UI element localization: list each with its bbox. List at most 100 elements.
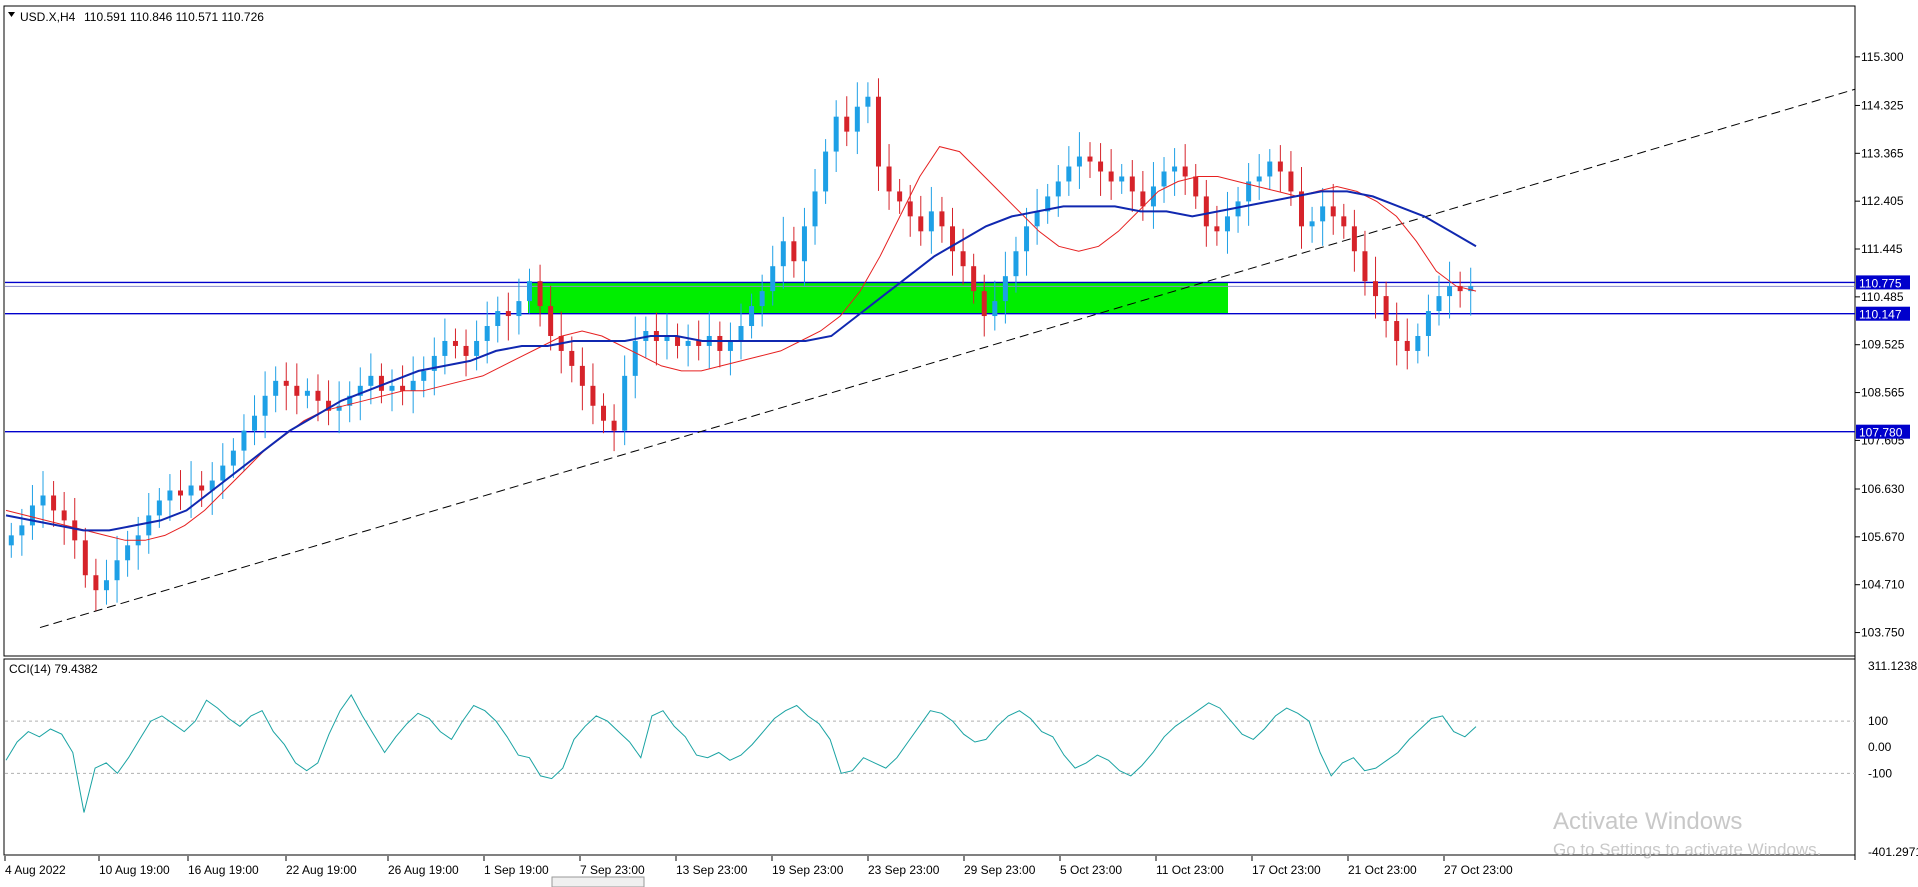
y-tick-label: 103.750: [1861, 626, 1905, 640]
candle: [569, 336, 575, 383]
x-tick-label: 19 Sep 23:00: [772, 863, 844, 877]
candle: [125, 530, 131, 577]
y-tick-label: 115.300: [1861, 50, 1904, 64]
level-price-tag: [1856, 424, 1910, 439]
candle: [1447, 261, 1453, 319]
candle: [548, 285, 554, 351]
candle: [1193, 164, 1199, 209]
candle: [928, 186, 934, 254]
candle: [801, 207, 807, 286]
candle: [347, 381, 353, 423]
cci-line: [5, 694, 1477, 813]
candle: [400, 365, 406, 406]
candle: [177, 470, 183, 510]
cci-tick-label: -401.2971: [1868, 845, 1918, 859]
candle: [526, 268, 532, 314]
candle: [304, 378, 310, 409]
candle: [1267, 149, 1273, 189]
candle: [907, 184, 913, 237]
candle: [717, 321, 723, 368]
candle: [452, 328, 458, 359]
candle: [537, 264, 543, 327]
x-tick-label: 26 Aug 19:00: [388, 863, 459, 877]
candle: [51, 481, 57, 527]
candle: [960, 228, 966, 285]
x-tick-label: 27 Oct 23:00: [1444, 863, 1513, 877]
candle: [950, 207, 956, 276]
x-tick-label: 13 Sep 23:00: [676, 863, 748, 877]
collapse-arrow-icon[interactable]: [8, 12, 15, 17]
candle: [220, 443, 226, 499]
level-price-label: 107.780: [1859, 426, 1903, 440]
candle: [1394, 302, 1400, 366]
candle: [188, 461, 194, 518]
candle: [749, 293, 755, 339]
candle: [1013, 236, 1019, 293]
candle: [1299, 167, 1305, 249]
candle: [29, 485, 35, 540]
candle: [1383, 281, 1389, 338]
candle: [8, 522, 14, 558]
candle: [199, 471, 205, 507]
level-price-tag: [1856, 306, 1910, 321]
y-tick-label: 104.710: [1861, 578, 1905, 592]
cci-title: CCI(14) 79.4382: [9, 662, 98, 676]
ohlc-readout: 110.591 110.846 110.571 110.726: [84, 10, 264, 24]
candle: [1468, 267, 1474, 316]
candle: [431, 337, 437, 396]
candle: [368, 353, 374, 405]
cci-tick-label: 0.00: [1868, 740, 1892, 754]
candle: [209, 462, 215, 515]
candle: [114, 535, 120, 603]
candle: [283, 362, 289, 411]
x-tick-label: 1 Sep 19:00: [484, 863, 549, 877]
candle: [1119, 164, 1125, 194]
y-tick-label: 108.565: [1861, 386, 1905, 400]
slow-moving-average-line: [5, 190, 1477, 532]
candle: [685, 324, 691, 367]
y-tick-label: 106.630: [1861, 482, 1905, 496]
candle: [770, 245, 776, 306]
candle: [273, 366, 279, 413]
level-price-label: 110.147: [1859, 308, 1902, 322]
candle: [759, 274, 765, 327]
x-tick-label: 29 Sep 23:00: [964, 863, 1036, 877]
candle: [611, 404, 617, 452]
candle: [886, 144, 892, 210]
cci-tick-label: -100: [1868, 766, 1892, 780]
candle: [1457, 271, 1463, 308]
trendline[interactable]: [39, 88, 1856, 629]
candle: [844, 96, 850, 147]
candle: [1098, 143, 1104, 196]
candle: [1129, 160, 1135, 212]
x-tick-label: 16 Aug 19:00: [188, 863, 259, 877]
candle: [1108, 149, 1114, 200]
candle: [675, 323, 681, 359]
candle: [1415, 323, 1421, 364]
candle: [1256, 154, 1262, 200]
x-tick-label: 7 Sep 23:00: [580, 863, 645, 877]
chart-tab[interactable]: [551, 876, 645, 887]
y-tick-label: 112.405: [1861, 194, 1904, 208]
candle: [590, 363, 596, 425]
fast-moving-average-line: [5, 146, 1477, 541]
candle: [262, 371, 268, 439]
x-tick-label: 21 Oct 23:00: [1348, 863, 1417, 877]
activate-windows-subtitle: Go to Settings to activate Windows.: [1553, 840, 1821, 859]
candle: [40, 471, 46, 528]
candle: [791, 226, 797, 278]
candle: [812, 169, 818, 245]
candle: [1076, 132, 1082, 189]
candle: [326, 380, 332, 426]
demand-zone: [528, 282, 1228, 314]
candle: [474, 320, 480, 371]
candle: [1309, 206, 1315, 243]
candle: [1351, 209, 1357, 272]
y-tick-label: 110.485: [1861, 290, 1904, 304]
candle: [463, 329, 469, 377]
candle: [939, 196, 945, 243]
y-tick-label: 111.445: [1861, 242, 1903, 256]
y-tick-label: 114.325: [1861, 98, 1904, 112]
candle: [252, 395, 258, 446]
